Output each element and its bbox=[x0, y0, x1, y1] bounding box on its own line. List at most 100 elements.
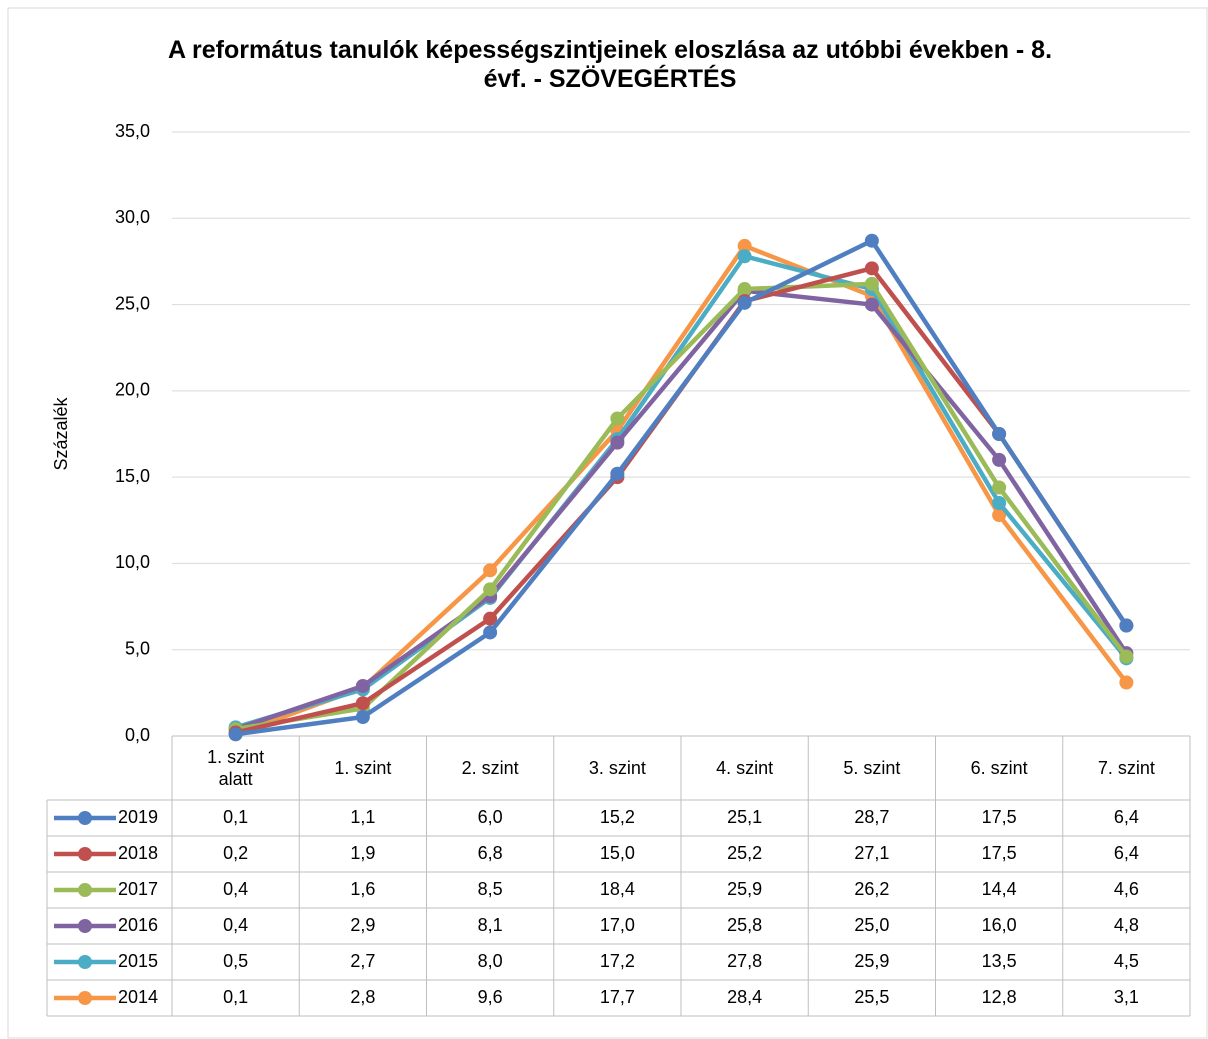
series-line bbox=[234, 243, 1129, 737]
value-label: 12,8 bbox=[982, 987, 1017, 1007]
legend-label: 2018 bbox=[118, 843, 158, 863]
value-label: 3,1 bbox=[1114, 987, 1139, 1007]
legend-label: 2019 bbox=[118, 807, 158, 827]
value-label: 27,1 bbox=[854, 843, 889, 863]
y-tick-label: 10,0 bbox=[115, 552, 150, 572]
legend-label: 2015 bbox=[118, 951, 158, 971]
marker bbox=[992, 508, 1007, 523]
value-label: 1,9 bbox=[350, 843, 375, 863]
value-label: 17,2 bbox=[600, 951, 635, 971]
value-label: 1,1 bbox=[350, 807, 375, 827]
value-label: 15,0 bbox=[600, 843, 635, 863]
legend-marker bbox=[78, 955, 92, 969]
value-label: 16,0 bbox=[982, 915, 1017, 935]
series-line bbox=[234, 254, 1129, 730]
value-label: 25,5 bbox=[854, 987, 889, 1007]
y-tick-label: 15,0 bbox=[115, 466, 150, 486]
marker bbox=[355, 710, 370, 725]
y-tick-label: 20,0 bbox=[115, 380, 150, 400]
value-label: 2,7 bbox=[350, 951, 375, 971]
marker bbox=[737, 282, 752, 297]
x-tick-label: 5. szint bbox=[843, 758, 901, 778]
value-label: 9,6 bbox=[478, 987, 503, 1007]
category-cell: 1. szint bbox=[334, 758, 392, 778]
value-label: 17,5 bbox=[982, 807, 1017, 827]
value-label: 8,0 bbox=[478, 951, 503, 971]
legend-label: 2016 bbox=[118, 915, 158, 935]
value-label: 0,5 bbox=[223, 951, 248, 971]
marker bbox=[483, 611, 498, 626]
value-label: 0,4 bbox=[223, 915, 248, 935]
marker bbox=[355, 696, 370, 711]
x-tick-label: 1. szint bbox=[334, 758, 392, 778]
value-label: 17,0 bbox=[600, 915, 635, 935]
value-label: 4,6 bbox=[1114, 879, 1139, 899]
value-label: 6,8 bbox=[478, 843, 503, 863]
value-label: 0,1 bbox=[223, 807, 248, 827]
value-label: 17,5 bbox=[982, 843, 1017, 863]
legend-marker bbox=[78, 883, 92, 897]
category-cell: 6. szint bbox=[970, 758, 1028, 778]
category-cell: 4. szint bbox=[716, 758, 774, 778]
value-label: 25,0 bbox=[854, 915, 889, 935]
legend-marker bbox=[78, 919, 92, 933]
value-label: 28,4 bbox=[727, 987, 762, 1007]
value-label: 25,1 bbox=[727, 807, 762, 827]
value-label: 1,6 bbox=[350, 879, 375, 899]
marker bbox=[737, 249, 752, 264]
value-label: 18,4 bbox=[600, 879, 635, 899]
y-tick-label: 25,0 bbox=[115, 293, 150, 313]
marker bbox=[737, 295, 752, 310]
marker bbox=[864, 261, 879, 276]
value-label: 8,1 bbox=[478, 915, 503, 935]
x-tick-label: 1. szint alatt bbox=[207, 747, 265, 789]
value-label: 28,7 bbox=[854, 807, 889, 827]
value-label: 0,4 bbox=[223, 879, 248, 899]
x-tick-label: 6. szint bbox=[970, 758, 1028, 778]
legend-label: 2017 bbox=[118, 879, 158, 899]
value-label: 25,8 bbox=[727, 915, 762, 935]
value-label: 15,2 bbox=[600, 807, 635, 827]
value-label: 25,9 bbox=[727, 879, 762, 899]
x-tick-label: 3. szint bbox=[588, 758, 646, 778]
category-cell: 5. szint bbox=[843, 758, 901, 778]
value-label: 2,8 bbox=[350, 987, 375, 1007]
marker bbox=[992, 427, 1007, 441]
series-line bbox=[235, 238, 1129, 737]
category-cell: 3. szint bbox=[588, 758, 646, 778]
marker bbox=[355, 678, 370, 693]
value-label: 25,9 bbox=[854, 951, 889, 971]
value-label: 6,0 bbox=[478, 807, 503, 827]
marker bbox=[864, 297, 879, 312]
value-label: 0,1 bbox=[223, 987, 248, 1007]
x-tick-label: 4. szint bbox=[716, 758, 774, 778]
y-axis-label: Százalék bbox=[51, 396, 71, 470]
chart-title: A református tanulók képességszintjeinek… bbox=[167, 36, 1053, 93]
marker bbox=[483, 625, 498, 640]
marker bbox=[864, 233, 879, 248]
x-tick-label: 7. szint bbox=[1097, 758, 1155, 778]
legend-label: 2014 bbox=[118, 987, 158, 1007]
value-label: 17,7 bbox=[600, 987, 635, 1007]
marker bbox=[992, 452, 1007, 467]
legend-marker bbox=[78, 991, 92, 1005]
value-label: 8,5 bbox=[478, 879, 503, 899]
marker bbox=[864, 276, 879, 291]
y-tick-label: 30,0 bbox=[115, 207, 150, 227]
marker bbox=[1119, 675, 1134, 690]
value-label: 25,2 bbox=[727, 843, 762, 863]
marker bbox=[992, 496, 1007, 511]
category-cell: 1. szint alatt bbox=[207, 747, 265, 789]
marker bbox=[992, 480, 1007, 495]
value-label: 6,4 bbox=[1114, 807, 1139, 827]
value-label: 6,4 bbox=[1114, 843, 1139, 863]
category-cell: 2. szint bbox=[461, 758, 519, 778]
category-cell: 7. szint bbox=[1097, 758, 1155, 778]
x-tick-label: 2. szint bbox=[461, 758, 519, 778]
marker bbox=[1119, 649, 1134, 664]
y-tick-label: 5,0 bbox=[125, 638, 150, 658]
value-label: 13,5 bbox=[982, 951, 1017, 971]
marker bbox=[737, 238, 752, 253]
marker bbox=[483, 563, 498, 578]
